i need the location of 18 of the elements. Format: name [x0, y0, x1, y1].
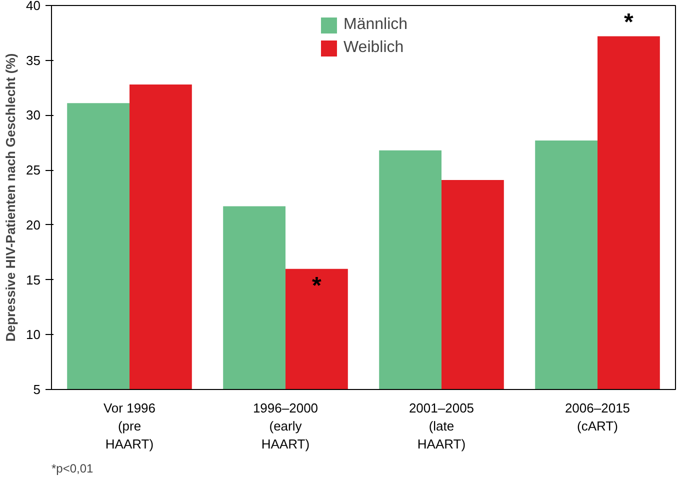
y-tick-label: 30: [26, 108, 41, 123]
x-tick-label: Vor 1996 (pre HAART): [103, 400, 156, 452]
legend-label: Weiblich: [343, 39, 404, 57]
y-tick-label: 10: [26, 327, 41, 342]
annotation: *: [312, 272, 322, 300]
text: *p<0,01: [52, 462, 94, 476]
legend-label: Männlich: [343, 16, 408, 34]
y-tick-label: 15: [26, 272, 41, 288]
x-tick-label: 2001–2005 (late HAART): [408, 400, 474, 452]
y-tick-label: 20: [26, 217, 41, 232]
y-axis-title: Depressive HIV-Patienten nach Geschlecht (%): [3, 53, 18, 342]
y-tick-label: 25: [26, 162, 41, 178]
y-tick-label: 35: [26, 52, 41, 68]
x-tick-label: 1996–2000 (early HAART): [252, 400, 318, 452]
y-tick-label: 40: [26, 0, 41, 13]
annotation: *: [624, 9, 634, 36]
y-tick-label: 5: [33, 382, 41, 397]
x-tick-label: 2006–2015 (cART): [564, 400, 630, 434]
